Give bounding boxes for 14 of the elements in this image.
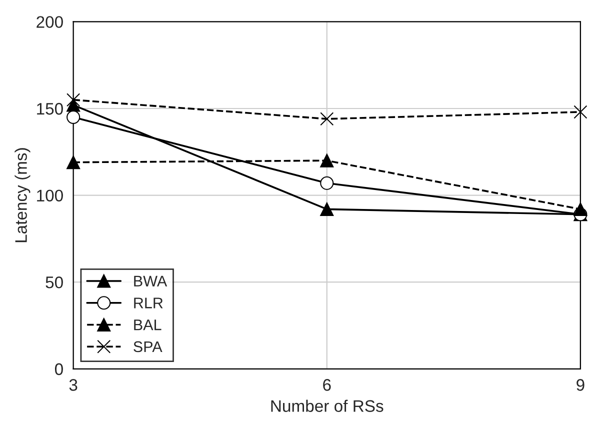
- legend-label: SPA: [134, 341, 162, 352]
- x-tick-label: 3: [69, 379, 78, 391]
- legend-label: BWA: [134, 276, 168, 286]
- y-tick-label: 100: [37, 190, 63, 202]
- y-axis-title: Latency (ms): [14, 148, 30, 242]
- x-tick-label: 9: [576, 379, 584, 391]
- y-tick-label: 150: [37, 102, 63, 115]
- y-tick-label: 0: [54, 363, 63, 376]
- y-tick-label: 50: [46, 276, 63, 288]
- legend-label: BAL: [134, 320, 162, 330]
- x-tick-label: 6: [323, 379, 331, 391]
- y-tick-label: 200: [36, 16, 63, 28]
- legend-label: RLR: [134, 298, 163, 308]
- x-axis-title: Number of RSs: [271, 400, 384, 412]
